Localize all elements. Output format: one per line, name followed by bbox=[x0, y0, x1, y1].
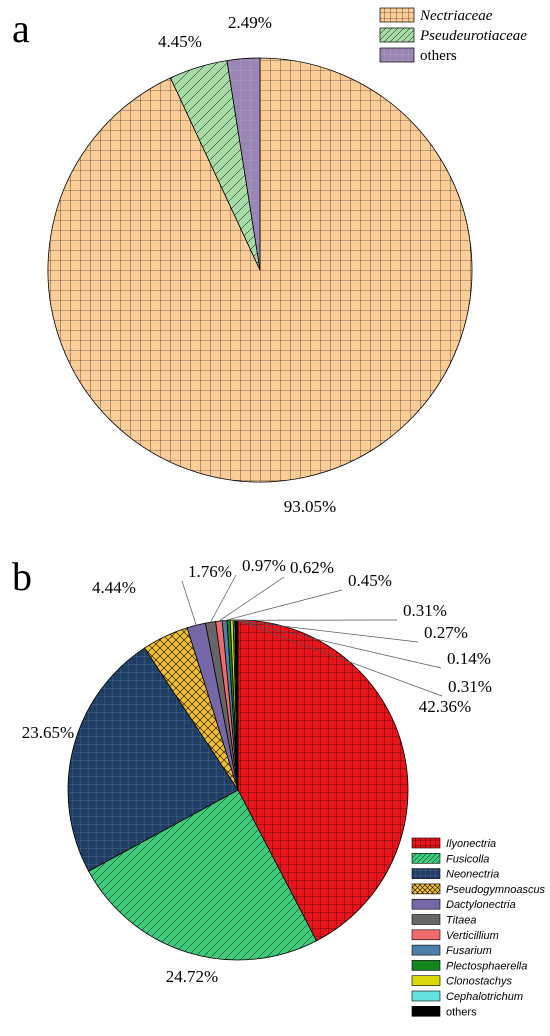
legend-b-swatch-cephalotrichum bbox=[411, 990, 441, 1002]
a-label-pseudeurotiaceae: 4.45% bbox=[158, 32, 202, 51]
a-slice-others bbox=[226, 57, 261, 271]
b-label-fusicolla: 24.72% bbox=[166, 967, 218, 986]
a-label-others: 2.49% bbox=[228, 13, 272, 32]
b-label-clonostachys: 0.27% bbox=[424, 623, 468, 642]
legend-b-swatch-ilyonectria bbox=[411, 837, 441, 849]
legend-b-label-pseudogymnoascus: Pseudogymnoascus bbox=[446, 884, 546, 896]
b-leader-others bbox=[236, 619, 443, 697]
legend-a-swatch-nectriaceae bbox=[379, 7, 415, 23]
legend-a-label-nectriaceae: Nectriaceae bbox=[419, 8, 493, 24]
b-label-fusarium: 0.45% bbox=[348, 571, 392, 590]
legend-b-label-others: others bbox=[446, 1006, 477, 1018]
legend-b-label-titaea: Titaea bbox=[446, 915, 476, 927]
panel-b-letter: b bbox=[12, 554, 32, 599]
legend-b-swatch-dactylonectria bbox=[411, 898, 441, 910]
legend-b-label-plectosphaerella: Plectosphaerella bbox=[446, 960, 527, 972]
b-label-titaea: 0.97% bbox=[242, 556, 286, 575]
legend-b-swatch-pseudogymnoascus bbox=[411, 883, 441, 895]
b-slice-neonectria bbox=[67, 647, 239, 872]
legend-b-swatch-verticillium bbox=[411, 929, 441, 941]
b-leader-titaea bbox=[210, 574, 237, 623]
b-label-others: 0.31% bbox=[448, 677, 492, 696]
legend-b-label-clonostachys: Clonostachys bbox=[446, 976, 513, 988]
legend-b-label-neonectria: Neonectria bbox=[446, 869, 499, 881]
legend-b: Ilyonectria Fusicolla Neonectria Pseudogymn… bbox=[411, 837, 546, 1018]
panel-a-letter: a bbox=[12, 6, 30, 51]
legend-b-label-verticillium: Verticillium bbox=[446, 930, 499, 942]
b-label-neonectria: 23.65% bbox=[22, 723, 74, 742]
legend-b-swatch-others bbox=[411, 1005, 441, 1017]
b-label-plectosphaerella: 0.31% bbox=[403, 601, 447, 620]
b-label-verticillium: 0.62% bbox=[290, 558, 334, 577]
legend-a-label-others: others bbox=[420, 48, 457, 64]
legend-a: Nectriaceae Pseudeurotiaceae others bbox=[379, 7, 527, 64]
legend-b-label-dactylonectria: Dactylonectria bbox=[446, 899, 516, 911]
legend-b-swatch-neonectria bbox=[411, 868, 441, 879]
b-leader-cephalotrichum bbox=[233, 619, 442, 669]
legend-a-swatch-pseudeurotiaceae bbox=[379, 27, 415, 43]
b-leader-verticillium bbox=[218, 576, 285, 622]
legend-b-label-fusarium: Fusarium bbox=[446, 945, 492, 957]
pie-chart-b: 42.36% 24.72% 23.65% 4.44% 1.76% 0.97% 0.62% 0.… bbox=[22, 556, 492, 986]
b-label-dactylonectria: 1.76% bbox=[188, 562, 232, 581]
b-slice-fusicolla bbox=[88, 789, 318, 961]
b-label-cephalotrichum: 0.14% bbox=[447, 649, 491, 668]
b-label-pseudogymnoascus: 4.44% bbox=[92, 578, 136, 597]
legend-b-label-fusicolla: Fusicolla bbox=[446, 853, 489, 865]
legend-b-swatch-plectosphaerella bbox=[411, 960, 441, 971]
b-leader-clonostachys bbox=[231, 619, 419, 643]
legend-b-swatch-fusicolla bbox=[411, 852, 441, 864]
legend-b-label-cephalotrichum: Cephalotrichum bbox=[446, 991, 523, 1003]
b-label-ilyonectria: 42.36% bbox=[419, 697, 471, 716]
legend-a-swatch-others bbox=[379, 47, 415, 63]
b-leader-fusarium bbox=[224, 589, 343, 621]
b-slice-ilyonectria bbox=[237, 619, 409, 942]
legend-b-swatch-fusarium bbox=[411, 944, 441, 956]
legend-b-label-ilyonectria: Ilyonectria bbox=[446, 838, 496, 850]
legend-b-swatch-titaea bbox=[411, 914, 441, 925]
legend-b-swatch-clonostachys bbox=[411, 975, 441, 987]
legend-a-label-pseudeurotiaceae: Pseudeurotiaceae bbox=[419, 28, 527, 44]
pie-chart-a: 93.05% 4.45% 2.49% bbox=[47, 13, 473, 516]
a-label-nectriaceae: 93.05% bbox=[284, 497, 336, 516]
b-leader-dactylonectria bbox=[181, 580, 197, 626]
